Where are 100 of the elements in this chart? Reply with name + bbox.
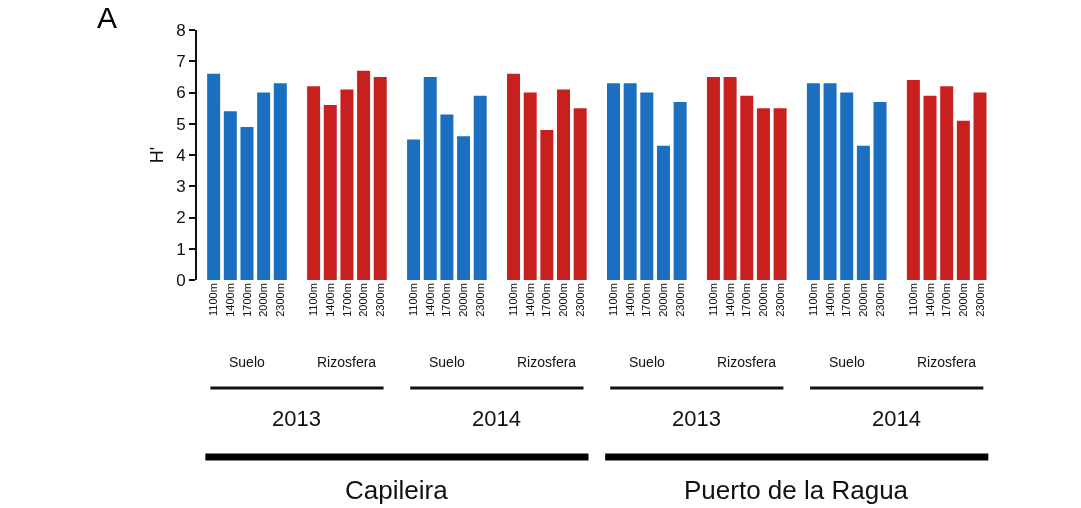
bar <box>806 83 820 280</box>
bar <box>840 92 854 280</box>
y-tick-label: 5 <box>176 114 186 134</box>
x-tick-label: 2000m <box>956 283 969 317</box>
x-tick-label: 2000m <box>357 283 370 317</box>
text: Rizosfera <box>517 354 577 370</box>
bar <box>973 92 987 280</box>
x-tick-label: 2300m <box>973 283 986 317</box>
x-tick-label: 2000m <box>757 283 770 317</box>
x-tick-label: 1700m <box>940 283 953 317</box>
bar <box>856 145 870 280</box>
y-tick-label: 4 <box>176 145 186 165</box>
x-tick-label: 1400m <box>423 283 436 317</box>
x-tick-label: 2000m <box>457 283 470 317</box>
text: Suelo <box>229 354 266 370</box>
x-tick-label: 1100m <box>507 283 520 317</box>
x-tick-label: 1100m <box>407 283 420 317</box>
bar <box>207 73 221 280</box>
x-tick-label: 1100m <box>707 283 720 317</box>
bar <box>257 92 271 280</box>
x-tick-label: 2000m <box>856 283 869 317</box>
text: Capileira <box>345 475 449 505</box>
bar <box>423 76 437 280</box>
bar <box>340 89 354 280</box>
x-tick-label: 1100m <box>307 283 320 317</box>
text: 2013 <box>672 406 721 431</box>
text: Suelo <box>629 354 666 370</box>
y-tick-label: 7 <box>176 52 186 72</box>
x-tick-label: 1700m <box>440 283 453 317</box>
bar <box>956 120 970 280</box>
bar <box>723 76 737 280</box>
y-tick-label: 6 <box>176 83 186 103</box>
bar <box>473 95 487 280</box>
bar <box>507 73 521 280</box>
text: 2014 <box>472 406 521 431</box>
bar <box>756 108 770 280</box>
y-axis-title: H' <box>146 146 167 164</box>
bar <box>906 80 920 280</box>
x-tick-label: 2300m <box>273 283 286 317</box>
bar <box>940 86 954 280</box>
text: 2013 <box>272 406 321 431</box>
x-tick-label: 1100m <box>806 283 819 317</box>
x-tick-label: 1700m <box>640 283 653 317</box>
x-tick-label: 1400m <box>623 283 636 317</box>
bar <box>740 95 754 280</box>
bar <box>223 111 237 280</box>
x-tick-label: 1400m <box>523 283 536 317</box>
bar <box>307 86 321 280</box>
x-tick-label: 2300m <box>573 283 586 317</box>
x-tick-label: 2300m <box>873 283 886 317</box>
bar <box>623 83 637 280</box>
y-tick-label: 8 <box>176 20 186 40</box>
bar <box>540 130 554 280</box>
bar <box>407 139 421 280</box>
text: Rizosfera <box>917 354 977 370</box>
bar <box>873 101 887 280</box>
text: Puerto de la Ragua <box>684 475 909 505</box>
y-tick-label: 3 <box>176 177 186 197</box>
x-tick-label: 1700m <box>340 283 353 317</box>
text: Suelo <box>429 354 466 370</box>
x-tick-label: 1700m <box>840 283 853 317</box>
x-tick-label: 1400m <box>923 283 936 317</box>
bar <box>440 114 454 280</box>
x-tick-label: 1100m <box>906 283 919 317</box>
x-tick-label: 1100m <box>607 283 620 317</box>
x-tick-label: 2300m <box>673 283 686 317</box>
bar <box>656 145 670 280</box>
x-tick-label: 2300m <box>773 283 786 317</box>
x-tick-label: 2300m <box>373 283 386 317</box>
x-tick-label: 2000m <box>257 283 270 317</box>
y-tick-label: 0 <box>176 270 186 290</box>
bar <box>273 83 287 280</box>
bar <box>923 95 937 280</box>
x-tick-label: 1700m <box>540 283 553 317</box>
bar <box>357 70 371 280</box>
bar <box>673 101 687 280</box>
text: A <box>97 1 118 34</box>
text: 2014 <box>872 406 921 431</box>
y-tick-label: 2 <box>176 208 186 228</box>
x-tick-label: 1400m <box>223 283 236 317</box>
bar <box>523 92 537 280</box>
x-tick-label: 2300m <box>473 283 486 317</box>
y-tick-label: 1 <box>176 239 186 259</box>
bar <box>823 83 837 280</box>
x-tick-label: 2000m <box>657 283 670 317</box>
text: Suelo <box>829 354 866 370</box>
x-tick-label: 1100m <box>207 283 220 317</box>
x-tick-label: 1400m <box>823 283 836 317</box>
bar <box>240 126 254 280</box>
bar <box>606 83 620 280</box>
bar <box>323 105 337 280</box>
x-tick-label: 1400m <box>723 283 736 317</box>
x-tick-label: 2000m <box>557 283 570 317</box>
bar <box>557 89 571 280</box>
bar <box>706 76 720 280</box>
text: Rizosfera <box>317 354 377 370</box>
x-tick-label: 1400m <box>323 283 336 317</box>
text: Rizosfera <box>717 354 777 370</box>
bar <box>373 76 387 280</box>
bar <box>573 108 587 280</box>
